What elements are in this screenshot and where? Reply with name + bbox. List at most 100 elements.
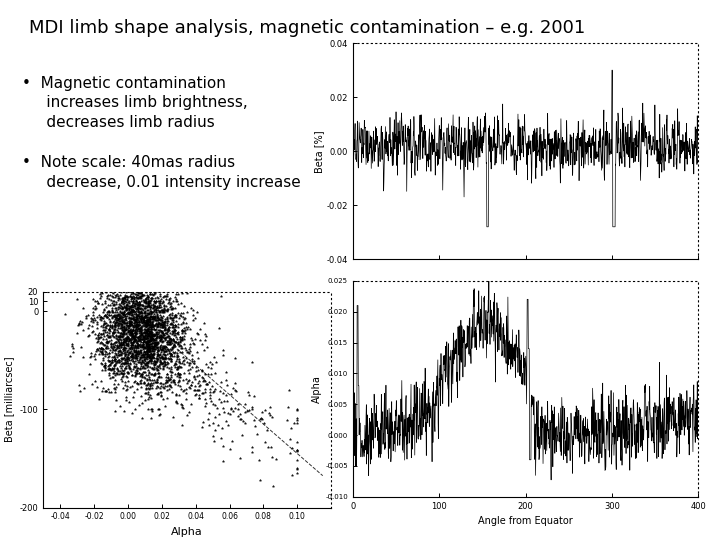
Point [140, 312, 152, 321]
Point [157, 354, 168, 363]
Point [144, 374, 156, 383]
Point [122, 353, 133, 361]
Point [158, 320, 170, 328]
Point [126, 367, 138, 376]
Point [114, 269, 125, 278]
Point [115, 281, 127, 290]
Point [127, 339, 139, 348]
Point [142, 346, 153, 355]
Point [95, 330, 107, 339]
Point [145, 306, 156, 315]
Point [108, 369, 120, 377]
Point [91, 285, 103, 293]
Point [145, 335, 157, 343]
Point [174, 373, 185, 382]
Point [142, 361, 153, 369]
Point [158, 336, 169, 345]
Point [135, 323, 146, 332]
Point [126, 310, 138, 319]
Point [128, 334, 140, 343]
Point [168, 352, 180, 360]
Point [194, 325, 206, 334]
Point [115, 339, 127, 347]
Point [127, 297, 139, 306]
Point [143, 323, 154, 332]
Point [106, 306, 117, 315]
Point [130, 329, 141, 338]
Point [191, 348, 202, 357]
Point [125, 328, 136, 336]
Point [109, 371, 121, 380]
Point [124, 262, 135, 271]
Point [100, 335, 112, 344]
Point [148, 365, 160, 374]
Point [129, 321, 140, 330]
Point [157, 312, 168, 320]
Point [152, 350, 163, 359]
Point [132, 299, 143, 308]
Point [128, 312, 140, 321]
Point [126, 409, 138, 417]
Point [113, 339, 125, 348]
Point [145, 363, 156, 372]
Point [208, 353, 220, 362]
Point [174, 310, 186, 319]
Point [151, 333, 163, 341]
Point [145, 355, 156, 364]
Point [152, 405, 163, 414]
Point [125, 314, 137, 322]
Point [134, 308, 145, 317]
Point [145, 356, 156, 364]
Point [120, 330, 132, 339]
Point [144, 299, 156, 307]
Point [115, 309, 127, 318]
Point [68, 274, 79, 283]
Point [109, 346, 120, 354]
Point [130, 348, 142, 356]
Point [129, 404, 140, 413]
Point [117, 332, 129, 340]
Point [126, 272, 138, 281]
Point [130, 360, 142, 368]
Point [171, 285, 183, 294]
Point [115, 368, 127, 377]
Point [180, 395, 192, 403]
Point [135, 314, 146, 322]
Point [118, 359, 130, 367]
Point [178, 357, 189, 366]
Point [154, 355, 166, 364]
Point [132, 348, 144, 356]
Point [137, 291, 148, 299]
Point [161, 316, 173, 325]
Point [156, 392, 167, 400]
Point [145, 294, 156, 302]
Point [146, 283, 158, 292]
Point [145, 336, 157, 345]
Point [130, 316, 141, 325]
Point [145, 329, 156, 338]
Point [108, 333, 120, 341]
Point [120, 350, 131, 359]
Point [152, 293, 163, 301]
Point [130, 336, 142, 345]
Point [184, 340, 195, 349]
Point [157, 380, 168, 388]
Point [127, 297, 139, 306]
Point [119, 292, 130, 301]
Point [114, 340, 125, 349]
Point [166, 378, 177, 387]
Point [144, 302, 156, 311]
Point [102, 307, 114, 316]
Point [153, 337, 164, 346]
Point [160, 377, 171, 386]
Point [156, 373, 167, 381]
Point [144, 349, 156, 358]
Point [123, 362, 135, 371]
Point [148, 335, 160, 344]
Point [136, 357, 148, 366]
Point [99, 366, 110, 374]
Point [84, 320, 95, 329]
Point [156, 315, 167, 324]
Point [95, 288, 107, 296]
Point [127, 315, 139, 323]
